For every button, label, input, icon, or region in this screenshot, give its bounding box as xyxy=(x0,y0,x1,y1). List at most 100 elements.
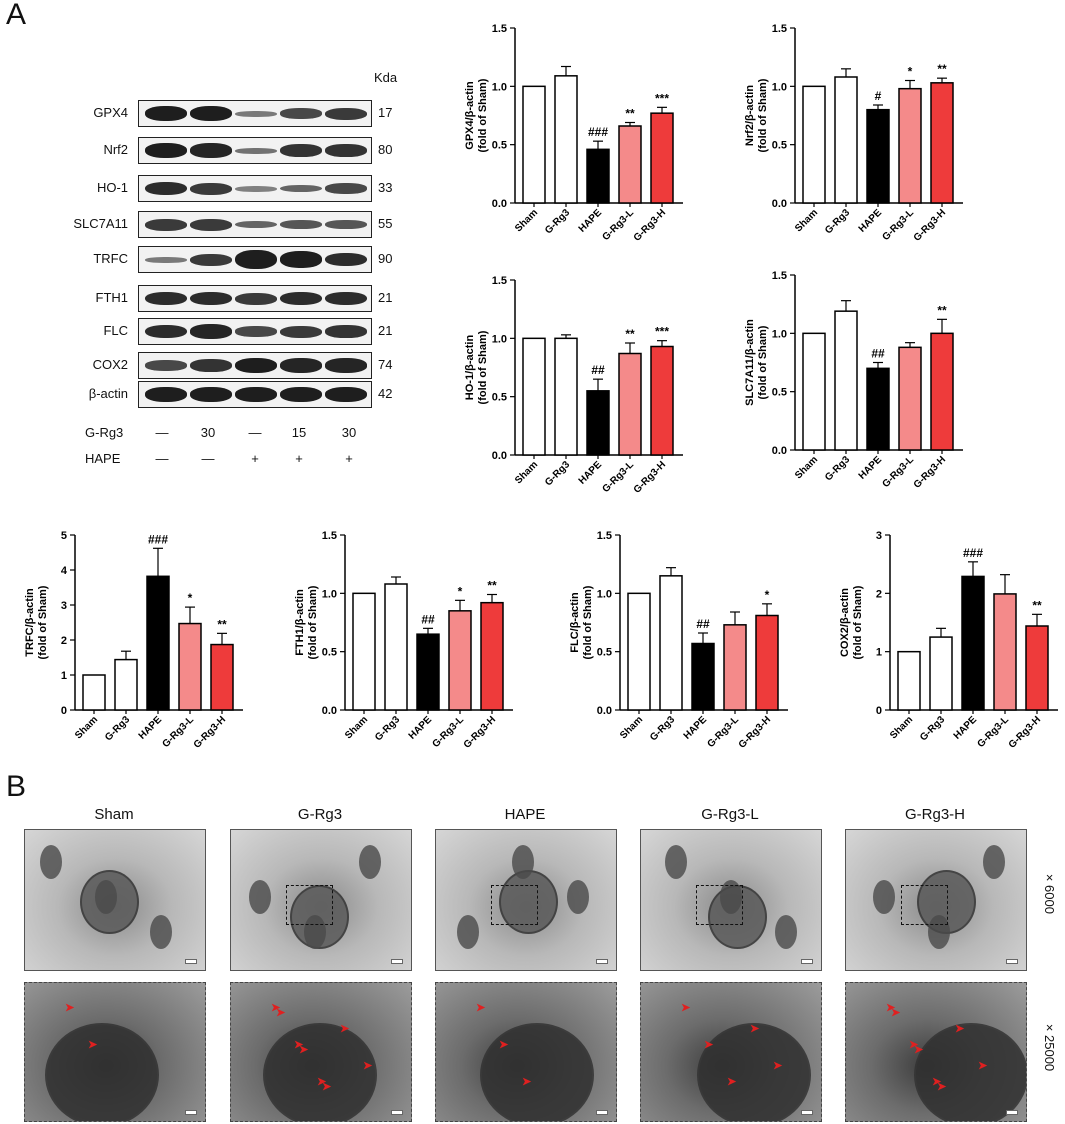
blot-row-label: FTH1 xyxy=(95,290,129,305)
em-red-blood-cell xyxy=(665,845,687,879)
x-tick-label: G-Rg3-H xyxy=(192,714,228,750)
y-axis-label: GPX4/β-actin(fold of Sham) xyxy=(464,78,489,152)
x-tick-label: G-Rg3-L xyxy=(600,459,636,495)
x-tick-label: G-Rg3 xyxy=(103,714,132,743)
bar xyxy=(650,345,674,456)
mitochondria-arrow: ➤ xyxy=(317,1076,327,1088)
blot-strip xyxy=(138,175,372,202)
significance-label: * xyxy=(765,588,770,602)
treatment-value: + xyxy=(251,451,259,466)
y-tick-label: 0.0 xyxy=(597,705,612,717)
significance-label: ** xyxy=(937,303,947,317)
y-axis-label-line: HO-1/β-actin xyxy=(464,335,476,401)
y-tick-label: 1 xyxy=(61,670,67,682)
bar-chart: 0.0 0.5 1.0 1.5 FTH1/β-actin(fold of Sham) Sh… xyxy=(294,530,513,751)
em-red-blood-cell xyxy=(249,880,271,914)
blot-row-label: COX2 xyxy=(92,357,128,372)
x-tick-label: G-Rg3 xyxy=(823,207,852,236)
bar xyxy=(650,112,674,204)
x-tick-label: G-Rg3-L xyxy=(975,714,1011,750)
em-image-6000 xyxy=(640,829,822,971)
x-tick-label: G-Rg3-H xyxy=(737,714,773,750)
y-tick-label: 1.5 xyxy=(597,530,612,542)
blot-row-kda: 74 xyxy=(378,357,393,372)
em-red-blood-cell xyxy=(873,880,895,914)
blot-strip xyxy=(138,381,372,408)
blot-row-label: HO-1 xyxy=(96,180,128,195)
scale-bar xyxy=(391,959,403,964)
em-image-25000: ➤ ➤ xyxy=(24,982,206,1122)
bar xyxy=(480,601,504,711)
bar xyxy=(416,633,440,711)
y-tick-label: 0.5 xyxy=(772,140,787,152)
y-tick-label: 0.0 xyxy=(492,450,507,462)
bar xyxy=(352,592,376,711)
x-tick-label: G-Rg3-H xyxy=(632,207,668,243)
y-axis-label-line: (fold of Sham) xyxy=(307,585,319,659)
mitochondria-arrow: ➤ xyxy=(909,1039,919,1051)
scale-bar xyxy=(185,959,197,964)
bar xyxy=(114,658,138,711)
em-nucleus xyxy=(45,1023,159,1121)
bar xyxy=(627,592,651,711)
blot-strip xyxy=(138,285,372,312)
blot-strip xyxy=(138,318,372,345)
scale-bar xyxy=(596,959,608,964)
bar xyxy=(554,75,578,204)
treatment-value: + xyxy=(295,451,303,466)
em-red-blood-cell xyxy=(304,915,326,949)
bar xyxy=(802,85,826,204)
blot-strip xyxy=(138,352,372,379)
scale-bar xyxy=(596,1110,608,1115)
x-tick-label: Sham xyxy=(73,714,100,741)
blot-strip xyxy=(138,246,372,273)
blot-band xyxy=(190,359,232,372)
bar xyxy=(897,650,921,711)
blot-strip xyxy=(138,100,372,127)
y-tick-label: 2 xyxy=(61,635,67,647)
em-red-blood-cell xyxy=(928,915,950,949)
em-image-6000 xyxy=(230,829,412,971)
mitochondria-arrow: ➤ xyxy=(522,1076,532,1088)
em-group-title: Sham xyxy=(94,806,134,823)
blot-band xyxy=(280,184,322,193)
scale-bar xyxy=(1006,1110,1018,1115)
bar xyxy=(691,642,715,711)
blot-band xyxy=(190,218,232,231)
bar xyxy=(723,624,747,711)
em-red-blood-cell xyxy=(150,915,172,949)
x-tick-label: Sham xyxy=(513,459,540,486)
blot-strip xyxy=(138,211,372,238)
em-red-blood-cell xyxy=(512,845,534,879)
blot-band xyxy=(190,291,232,306)
blot-band xyxy=(235,358,277,373)
bar xyxy=(448,610,472,711)
blot-band xyxy=(325,107,367,120)
zoom-region-box xyxy=(286,885,333,925)
y-axis-label-line: COX2/β-actin xyxy=(839,588,851,657)
y-axis-label-line: TRFC/β-actin xyxy=(24,588,36,657)
em-red-blood-cell xyxy=(567,880,589,914)
bar xyxy=(834,76,858,204)
y-axis-label-line: Nrf2/β-actin xyxy=(744,85,756,146)
bar-chart: 0 1 2 3 COX2/β-actin(fold of Sham) Sham G-Rg3 #… xyxy=(839,530,1058,751)
blot-band xyxy=(235,249,277,270)
y-axis-label: HO-1/β-actin(fold of Sham) xyxy=(464,330,489,404)
y-tick-label: 0.0 xyxy=(772,445,787,457)
x-tick-label: HAPE xyxy=(137,714,165,742)
mitochondria-arrow: ➤ xyxy=(750,1023,760,1035)
bar xyxy=(898,346,922,451)
em-nucleus xyxy=(914,1023,1026,1121)
blot-band xyxy=(235,147,277,154)
bar xyxy=(384,583,408,711)
blot-band xyxy=(235,387,277,402)
bar xyxy=(755,614,779,711)
x-tick-label: G-Rg3-H xyxy=(912,454,948,490)
y-tick-label: 1.0 xyxy=(772,81,787,93)
y-axis-label-line: FLC/β-actin xyxy=(569,592,581,653)
x-tick-label: HAPE xyxy=(407,714,435,742)
blot-band xyxy=(325,144,367,157)
panel-letter-b: B xyxy=(6,770,27,803)
scale-bar xyxy=(185,1110,197,1115)
y-tick-label: 1.0 xyxy=(492,333,507,345)
